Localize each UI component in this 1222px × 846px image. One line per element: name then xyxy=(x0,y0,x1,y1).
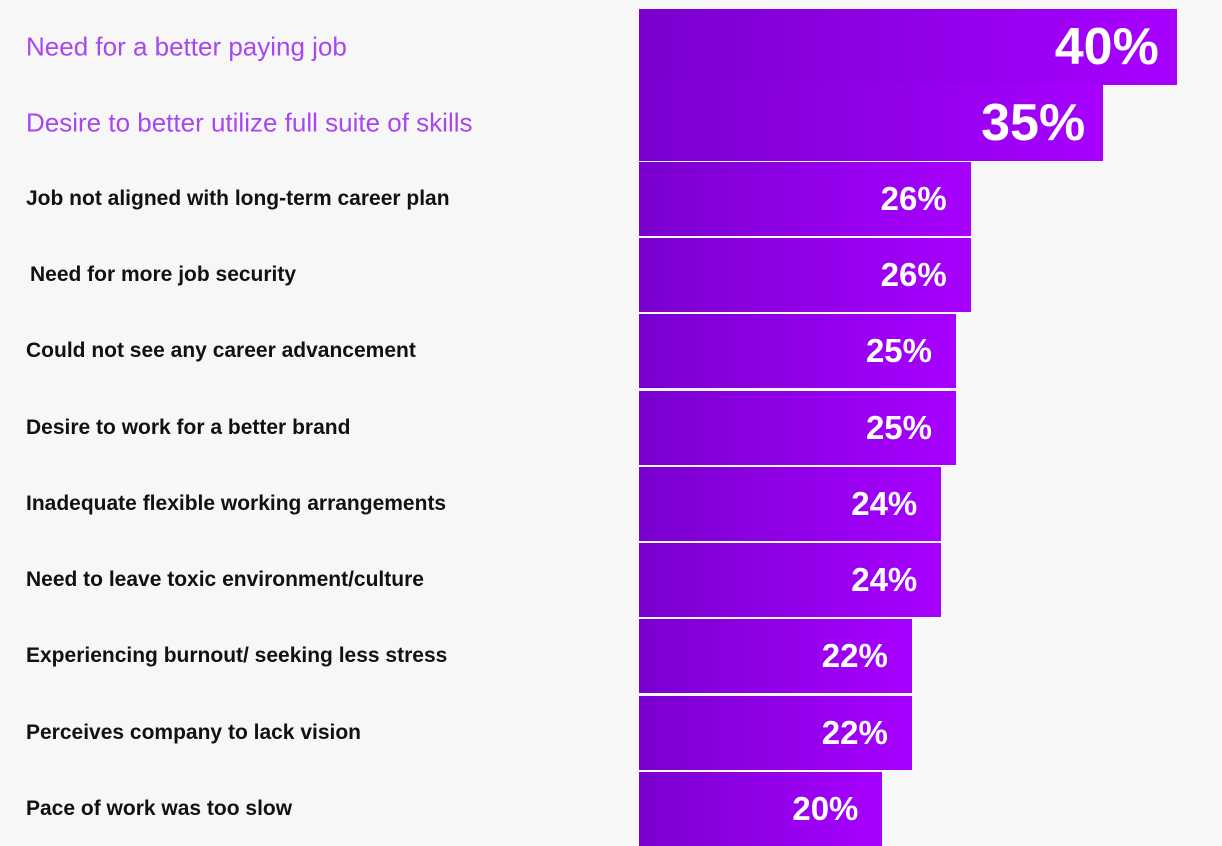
value-label: 26% xyxy=(880,179,947,217)
value-label: 22% xyxy=(821,713,888,751)
value-label: 20% xyxy=(792,790,859,827)
value-label: 24% xyxy=(851,561,918,599)
value-label: 40% xyxy=(1054,18,1159,76)
value-label: 25% xyxy=(865,332,932,370)
bar xyxy=(639,9,1177,85)
value-label: 22% xyxy=(821,637,888,675)
category-label: Perceives company to lack vision xyxy=(26,720,361,744)
category-label: Need for a better paying job xyxy=(26,31,347,62)
bar xyxy=(639,314,956,389)
bar xyxy=(639,772,883,846)
category-label: Desire to better utilize full suite of s… xyxy=(26,107,473,138)
value-label: 25% xyxy=(865,408,932,446)
category-label: Inadequate flexible working arrangements xyxy=(26,491,447,515)
bar xyxy=(639,543,942,618)
value-label: 35% xyxy=(981,94,1086,153)
category-label: Need for more job security xyxy=(30,262,297,286)
category-label: Desire to work for a better brand xyxy=(26,415,351,439)
bar xyxy=(639,695,912,770)
bar xyxy=(639,161,971,236)
value-label: 24% xyxy=(851,484,918,522)
bar xyxy=(639,466,942,541)
bar xyxy=(639,619,912,694)
category-label: Could not see any career advancement xyxy=(26,339,416,363)
bar xyxy=(639,85,1104,162)
category-label: Experiencing burnout/ seeking less stres… xyxy=(26,644,448,668)
value-label: 26% xyxy=(880,255,947,293)
category-label: Need to leave toxic environment/culture xyxy=(26,568,424,592)
category-label: Job not aligned with long-term career pl… xyxy=(26,186,450,210)
bar xyxy=(639,390,956,465)
category-label: Pace of work was too slow xyxy=(26,797,293,820)
bar xyxy=(639,237,971,312)
